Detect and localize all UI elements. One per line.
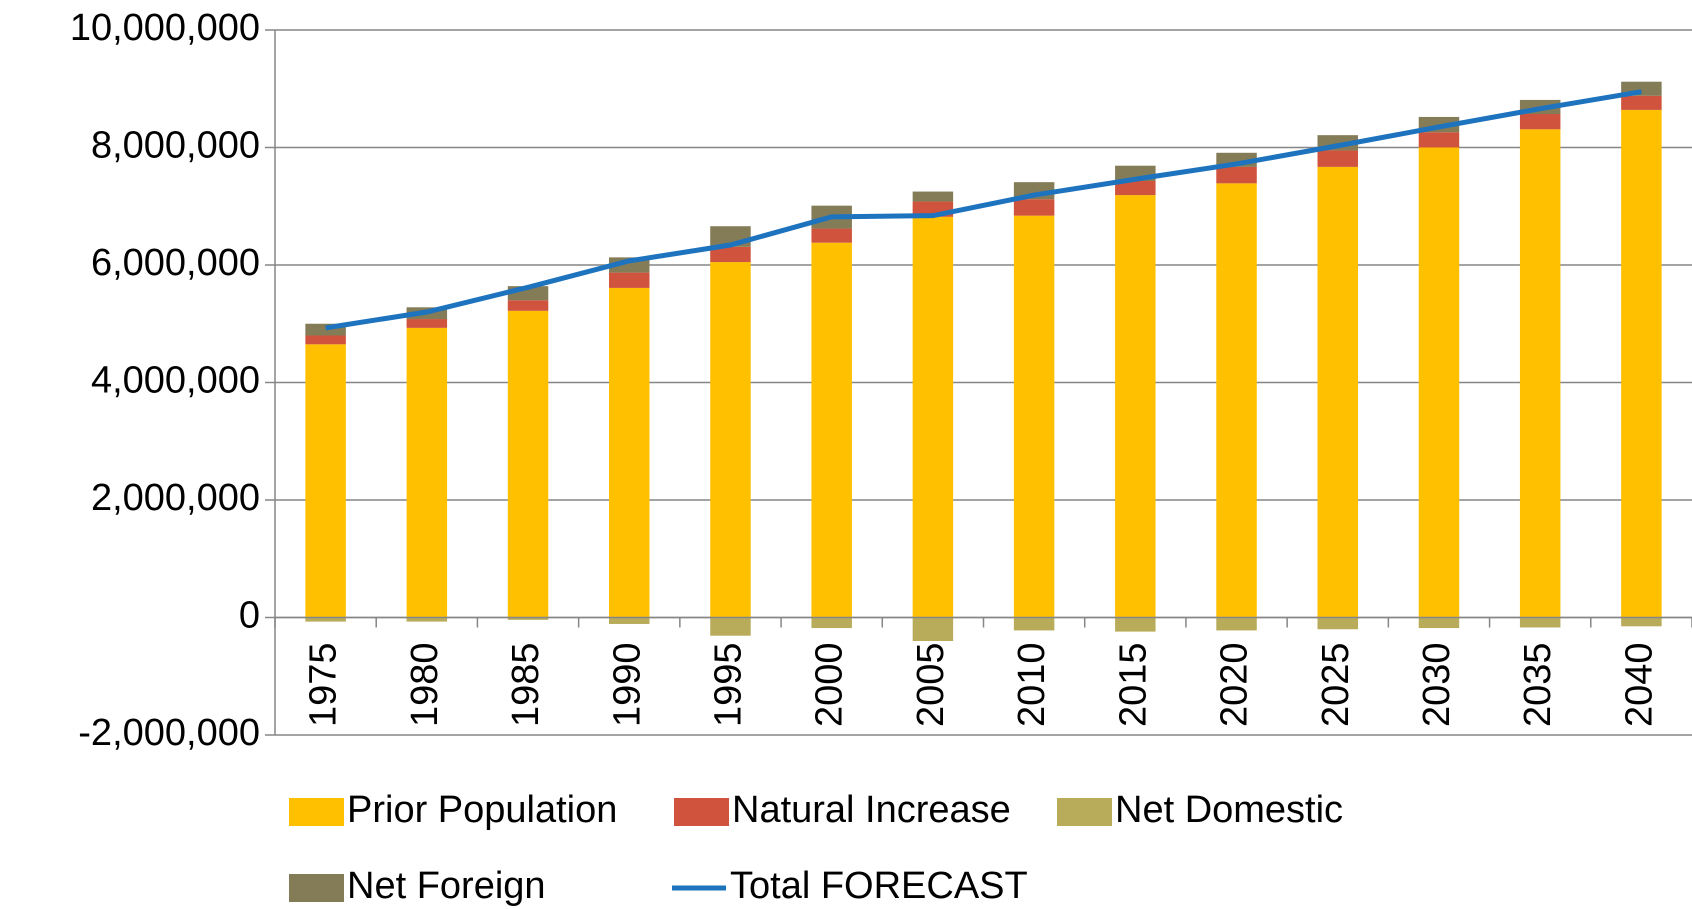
bar-segment	[1013, 199, 1055, 216]
bar-segment	[507, 300, 549, 311]
bar-segment	[609, 617, 650, 624]
x-tick-label: 2000	[809, 643, 851, 728]
legend-label: Natural Increase	[732, 789, 1011, 831]
bar-segment	[507, 310, 549, 618]
bar-segment	[609, 272, 650, 288]
legend-swatch	[674, 798, 729, 826]
bar-segment	[609, 287, 650, 618]
bar-segment	[1013, 215, 1055, 618]
x-tick-label: 2030	[1416, 643, 1458, 728]
bar-segment	[1621, 109, 1662, 618]
bar-segment	[1418, 132, 1460, 148]
x-tick-label: 2010	[1011, 643, 1053, 728]
bar-segment	[710, 262, 751, 618]
bar-segment	[406, 617, 448, 622]
x-tick-label: 2040	[1618, 643, 1660, 728]
bar-segment	[912, 216, 954, 618]
bar-segment	[1115, 180, 1156, 196]
bar-segment	[1621, 617, 1662, 627]
x-tick-label: 1990	[606, 643, 648, 728]
bar-segment	[1216, 166, 1257, 184]
legend-swatch	[289, 874, 344, 902]
x-tick-label: 1975	[303, 643, 345, 728]
bar-segment	[912, 191, 954, 202]
bar-segment	[1216, 183, 1257, 618]
bar-segment	[1115, 195, 1156, 618]
bar-segment	[1519, 617, 1561, 628]
bar-segment	[710, 246, 751, 263]
bar-segment	[1418, 617, 1460, 629]
bar-segment	[305, 323, 346, 336]
x-tick-label: 2020	[1214, 643, 1256, 728]
legend-label: Prior Population	[347, 789, 617, 831]
bar-segment	[406, 319, 448, 328]
y-tick-label: 10,000,000	[70, 7, 260, 49]
bar-segment	[1115, 617, 1156, 632]
y-tick-label: 4,000,000	[91, 360, 260, 402]
bar-segment	[305, 335, 346, 345]
y-tick-label: 2,000,000	[91, 477, 260, 519]
bar-segment	[811, 617, 852, 629]
bar-segment	[811, 228, 852, 243]
x-tick-label: 2035	[1517, 643, 1559, 728]
bar-segment	[1621, 95, 1662, 110]
bar-segment	[1418, 147, 1460, 618]
x-tick-label: 2025	[1315, 643, 1357, 728]
bar-segment	[1317, 617, 1358, 630]
bar-segment	[1519, 129, 1561, 618]
bar-segment	[507, 617, 549, 620]
x-tick-label: 1980	[404, 643, 446, 728]
bar-segment	[1216, 617, 1257, 631]
x-tick-label: 1985	[505, 643, 547, 728]
bar-segment	[305, 617, 346, 622]
bar-segment	[710, 617, 751, 636]
y-tick-label: 8,000,000	[91, 125, 260, 167]
bar-segment	[1519, 114, 1561, 130]
bar-segment	[912, 617, 954, 641]
legend-label: Net Domestic	[1115, 789, 1343, 831]
x-tick-label: 2015	[1112, 643, 1154, 728]
bar-segment	[1317, 166, 1358, 618]
bar-segment	[406, 327, 448, 618]
bar-segment	[1317, 150, 1358, 167]
line-series	[325, 89, 1642, 331]
y-tick-label: -2,000,000	[78, 712, 260, 754]
legend-swatch	[289, 798, 344, 826]
y-tick-label: 0	[239, 595, 260, 637]
legend-swatch	[1057, 798, 1112, 826]
y-tick-label: 6,000,000	[91, 242, 260, 284]
bar-segment	[811, 242, 852, 618]
bar-segment	[305, 344, 346, 618]
bar-segment	[1013, 617, 1055, 631]
legend-label: Total FORECAST	[730, 865, 1028, 907]
legend-label: Net Foreign	[347, 865, 546, 907]
x-tick-label: 1995	[707, 643, 749, 728]
x-tick-label: 2005	[910, 643, 952, 728]
